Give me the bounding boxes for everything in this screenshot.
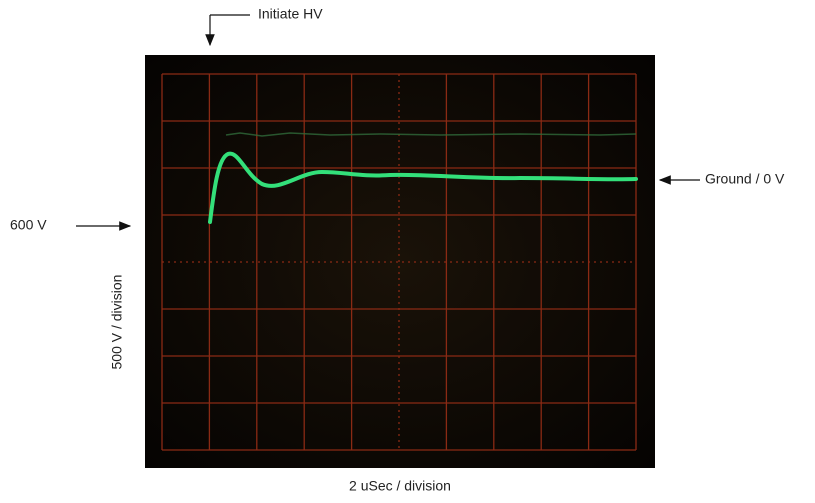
faint-trace: [225, 132, 637, 137]
horizontal-scale-label: 2 uSec / division: [349, 478, 451, 494]
level-label: 600 V: [10, 217, 47, 233]
vertical-scale-label: 500 V / division: [109, 275, 125, 370]
signal-trace: [208, 151, 638, 224]
initiate-label: Initiate HV: [258, 6, 323, 22]
ground-label: Ground / 0 V: [705, 171, 785, 187]
graticule: [161, 73, 637, 451]
scope-screen: [145, 55, 655, 468]
